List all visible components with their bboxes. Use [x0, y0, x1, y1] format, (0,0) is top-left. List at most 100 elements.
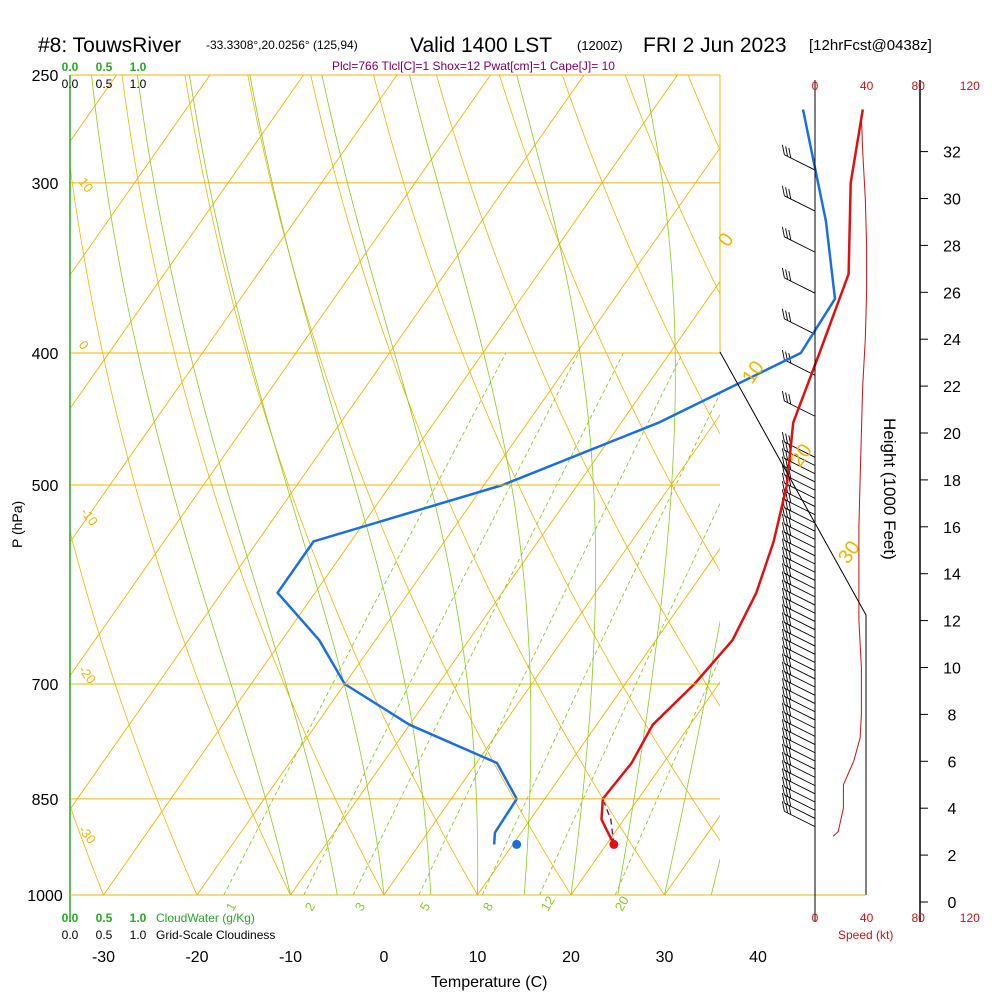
speed-tick-label-top: 80 [912, 79, 926, 93]
dry-adiabat-label: -20 [76, 663, 99, 687]
moist-adiabat-line [409, 75, 532, 895]
moist-adiabat-line [91, 75, 291, 895]
wind-barb-staff [784, 712, 816, 729]
wind-barb-staff [784, 589, 816, 606]
speed-tick-label-bottom: 40 [860, 911, 874, 925]
wind-barb [781, 390, 816, 417]
dry-adiabat-label: -10 [78, 505, 101, 529]
wind-barb-feather [785, 458, 789, 469]
wind-barb-feather [785, 761, 789, 773]
wind-barb-feather [785, 532, 789, 543]
wind-barb [781, 538, 816, 565]
wind-barb-staff [784, 704, 816, 721]
wind-barb-feather [781, 637, 785, 648]
wind-barb-feather [785, 802, 789, 814]
wind-barb-staff [784, 359, 816, 376]
wind-barb-feather [785, 605, 789, 617]
wind-barb-staff [784, 490, 816, 507]
height-tick-label: 4 [948, 801, 957, 818]
wind-barb-feather [785, 564, 789, 576]
wind-barb [781, 628, 816, 655]
wind-barb-staff [784, 597, 816, 614]
dry-adiabat-label: 0 [76, 338, 92, 353]
wind-barb-feather [788, 615, 792, 626]
wind-barb-feather [785, 589, 789, 600]
wind-barb-feather [788, 632, 792, 643]
cloudiness-tick-label-bottom: 1.0 [130, 928, 147, 942]
wind-barb-feather [781, 563, 785, 574]
wind-barb-feather [781, 669, 785, 681]
wind-barb-feather [788, 648, 792, 659]
wind-barb [781, 710, 816, 737]
wind-barb-staff [784, 663, 816, 680]
wind-barb-feather [785, 441, 789, 452]
wind-barb-feather [785, 269, 789, 280]
pressure-tick-label: 400 [32, 346, 59, 363]
wind-barb [781, 743, 816, 770]
wind-barb-feather [781, 440, 785, 451]
wind-barb-feather [788, 525, 792, 536]
wind-barb-feather [788, 738, 792, 749]
wind-barb [781, 522, 816, 548]
wind-barb-staff [784, 154, 816, 171]
wind-barb-feather [781, 678, 785, 689]
wind-barb-staff [784, 531, 816, 548]
wind-barb-feather [781, 431, 785, 443]
wind-barb [781, 661, 816, 688]
wind-barb [781, 144, 816, 171]
wind-barb-feather [781, 793, 785, 804]
pressure-tick-label: 850 [32, 792, 59, 809]
wind-barb-feather [781, 768, 785, 779]
wind-barb-feather [781, 612, 785, 623]
wind-barb-staff [784, 540, 816, 557]
wind-barb-feather [788, 755, 792, 766]
wind-barb-feather [781, 752, 785, 763]
wind-barb-feather [785, 499, 789, 510]
wind-barb [781, 604, 816, 631]
wind-barb [781, 752, 816, 778]
forecast-info: [12hrFcst@0438z] [809, 37, 932, 54]
wind-barb [781, 267, 816, 294]
wind-barb-feather [788, 574, 792, 585]
wind-barb-staff [784, 523, 816, 540]
dry-adiabat-line [373, 75, 720, 842]
cloudiness-tick-label-top: 0.5 [96, 77, 113, 91]
pressure-tick-label: 300 [32, 176, 59, 193]
wind-barb [781, 735, 816, 762]
wind-barb-feather [788, 394, 792, 405]
wind-barb-feather [788, 697, 792, 708]
wind-barb-feather [788, 763, 792, 774]
speed-tick-label-top: 120 [960, 79, 980, 93]
wind-barb-staff [784, 630, 816, 647]
wind-barb-feather [785, 679, 789, 690]
wind-barb-feather [785, 433, 789, 444]
data-layer [276, 109, 868, 849]
wind-barb [781, 620, 816, 647]
moist-adiabat-line [189, 75, 385, 895]
wind-barb [781, 226, 816, 253]
pressure-tick-label: 250 [32, 68, 59, 85]
wind-barb-feather [788, 312, 792, 323]
wind-barb-feather [781, 522, 785, 533]
moist-adiabat-line [710, 857, 720, 895]
speed-tick-label-bottom: 120 [960, 911, 980, 925]
cloudiness-tick-label-top: 1.0 [130, 77, 147, 91]
wind-barb-feather [781, 464, 785, 475]
wind-barb-feather [781, 596, 785, 607]
dry-adiabat-label: 10 [76, 175, 97, 196]
wind-barb-feather [785, 745, 789, 756]
wind-barb-feather [785, 786, 789, 797]
mixing-ratio-line [418, 352, 684, 895]
wind-barb-feather [785, 146, 789, 157]
wind-barb-feather [788, 476, 792, 487]
wind-barb-feather [781, 760, 785, 771]
wind-barb [781, 776, 816, 803]
wind-barb-feather [781, 472, 785, 484]
wind-barb [781, 563, 816, 590]
cloudwater-tick-label-bottom: 0.5 [96, 911, 113, 925]
height-tick-label: 30 [943, 192, 961, 209]
dry-adiabat-line [70, 163, 291, 895]
wind-barb-feather [788, 591, 792, 602]
wind-barb-feather [785, 228, 789, 239]
wind-barb-feather [781, 185, 785, 196]
